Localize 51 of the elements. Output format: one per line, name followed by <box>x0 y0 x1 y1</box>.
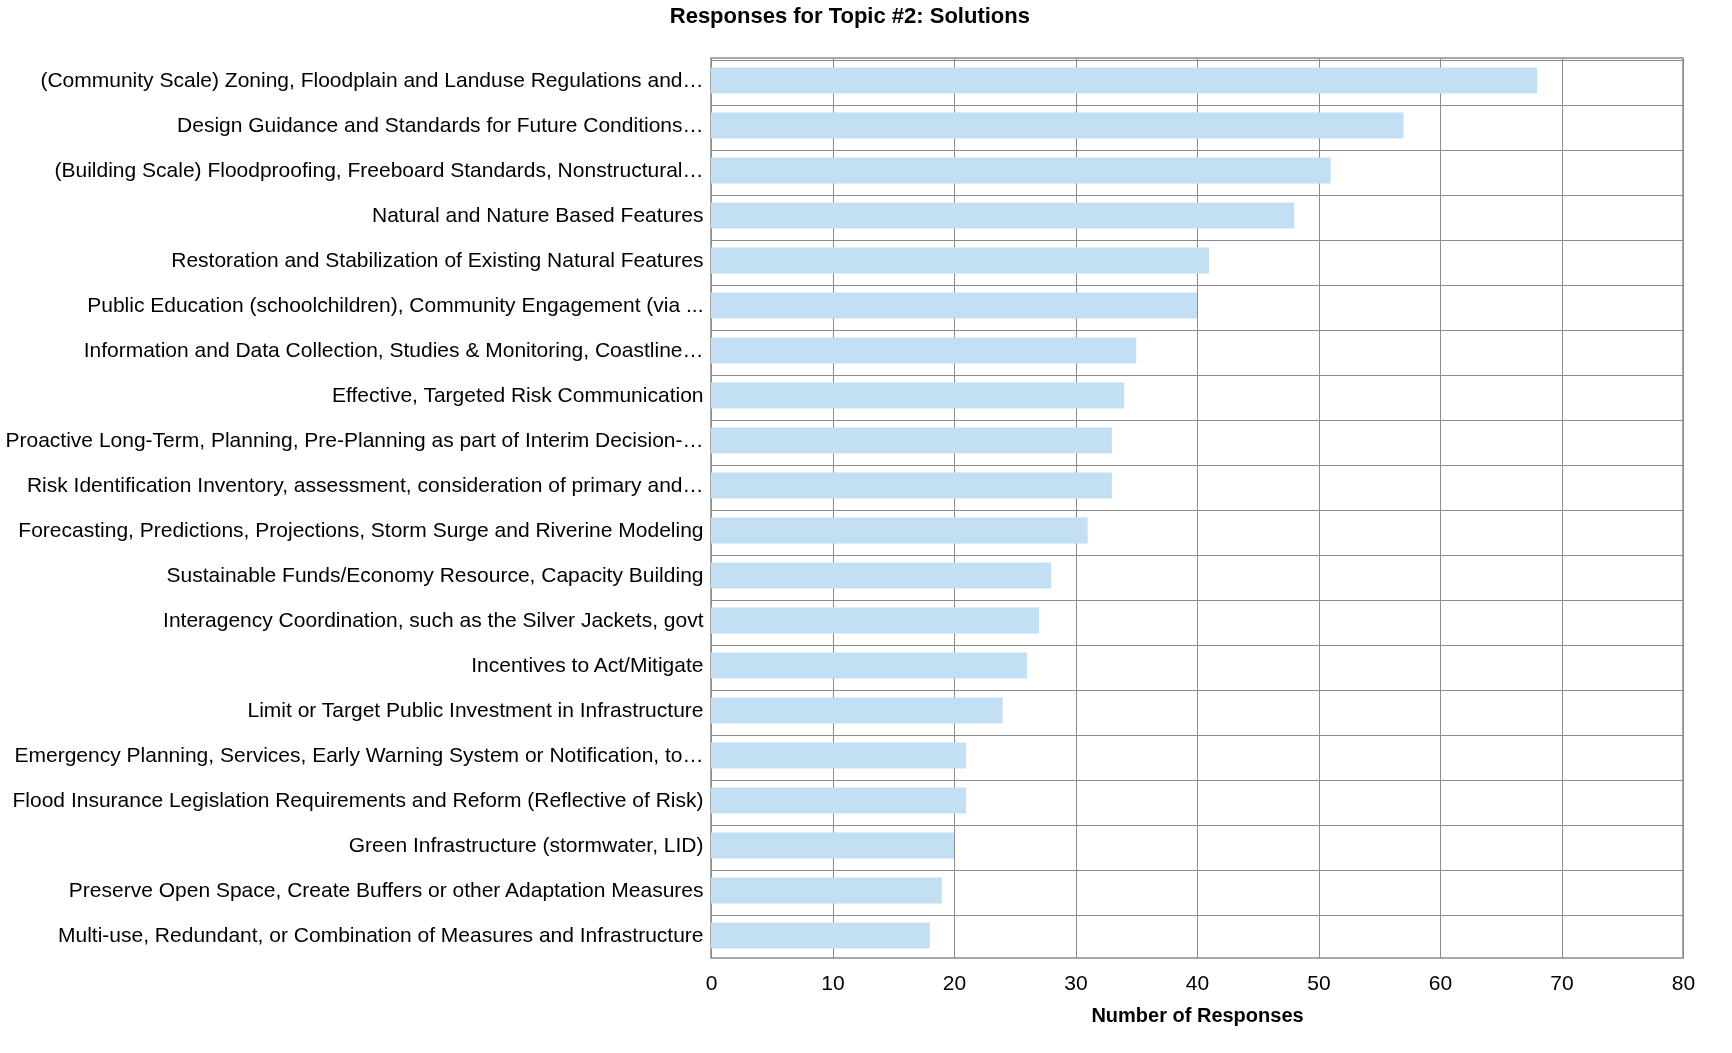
bar <box>711 247 1210 274</box>
y-tick-label: Natural and Nature Based Features <box>371 202 704 226</box>
x-tick-label: 30 <box>1064 970 1088 994</box>
y-tick-label: Public Education (schoolchildren), Community Engagement (via ... <box>87 292 704 316</box>
y-tick-label: Limit or Target Public Investment in Infrastructure <box>247 697 704 721</box>
y-tick-label: Incentives to Act/Mitigate <box>471 652 704 676</box>
bar <box>711 157 1331 184</box>
bar <box>711 67 1538 94</box>
y-tick-label: (Building Scale) Floodproofing, Freeboard Standards, Nonstructural… <box>54 157 704 181</box>
y-tick-label: Preserve Open Space, Create Buffers or other Adaptation Measures <box>68 877 704 901</box>
x-tick-label: 40 <box>1185 970 1210 994</box>
bar <box>711 832 954 859</box>
bar <box>711 427 1112 454</box>
x-tick-label: 70 <box>1550 970 1574 994</box>
y-tick-label: Design Guidance and Standards for Future Conditions… <box>177 112 704 136</box>
y-tick-label: Green Infrastructure (stormwater, LID) <box>348 832 704 856</box>
y-tick-label: Multi-use, Redundant, or Combination of Measures and Infrastructure <box>58 922 704 946</box>
y-tick-label: Emergency Planning, Services, Early Warning System or Notification, to… <box>14 742 704 766</box>
bar <box>711 697 1003 724</box>
x-tick-label: 50 <box>1307 970 1331 994</box>
bar <box>711 202 1295 229</box>
y-tick-label: Information and Data Collection, Studies & Monitoring, Coastline… <box>83 337 704 361</box>
bar <box>711 742 967 769</box>
bar <box>711 292 1197 319</box>
y-tick-label: Sustainable Funds/Economy Resource, Capacity Building <box>166 562 704 586</box>
y-tick-label: Effective, Targeted Risk Communication <box>331 382 704 406</box>
y-tick-label: Restoration and Stabilization of Existing Natural Features <box>171 247 704 271</box>
x-tick-label: 20 <box>942 970 967 994</box>
x-tick-label: 10 <box>821 970 845 994</box>
bar <box>711 337 1137 364</box>
y-tick-label: Risk Identification Inventory, assessment, consideration of primary and… <box>26 472 704 496</box>
x-tick-label: 80 <box>1671 970 1696 994</box>
bar <box>711 922 930 949</box>
y-tick-label: (Community Scale) Zoning, Floodplain and Landuse Regulations and… <box>40 67 704 91</box>
x-tick-label: 60 <box>1428 970 1453 994</box>
bar <box>711 382 1125 409</box>
x-axis-title: Number of Responses <box>1091 1003 1304 1026</box>
y-tick-label: Flood Insurance Legislation Requirements and Reform (Reflective of Risk) <box>12 787 704 811</box>
x-tick-label: 0 <box>705 970 718 994</box>
y-tick-label: Proactive Long-Term, Planning, Pre-Planning as part of Interim Decision-… <box>5 427 704 451</box>
bar <box>711 652 1027 679</box>
chart-title: Responses for Topic #2: Solutions <box>669 3 1030 28</box>
bar <box>711 787 967 814</box>
bar <box>711 607 1040 634</box>
bar <box>711 562 1052 589</box>
bar <box>711 472 1112 499</box>
bar <box>711 517 1088 544</box>
bar <box>711 112 1404 139</box>
y-tick-label: Interagency Coordination, such as the Silver Jackets, govt <box>163 607 704 631</box>
bar <box>711 877 942 904</box>
y-tick-label: Forecasting, Predictions, Projections, Storm Surge and Riverine Modeling <box>18 517 704 541</box>
